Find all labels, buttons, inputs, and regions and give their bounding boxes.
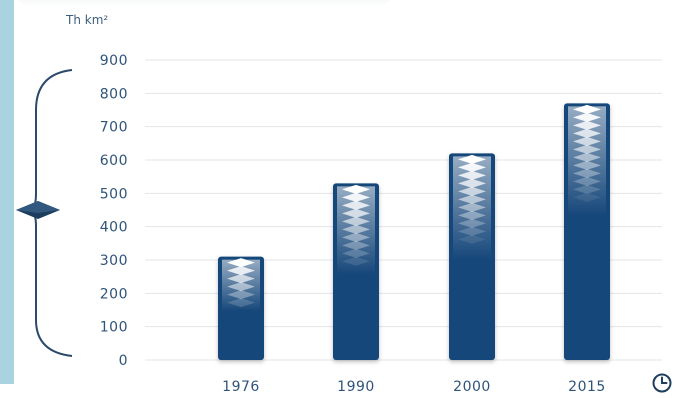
bar-layer-mark [458,202,486,212]
bar-layer-mark [458,210,486,220]
bar-layer-mark [342,224,370,234]
bar-layer-mark [573,160,601,170]
bar-layer-mark [342,240,370,250]
bar-layer-mark [573,192,601,202]
left-edge-strip [0,0,14,398]
bar-layer-mark [458,186,486,196]
bar-group [218,256,264,360]
bar-layer-mark [573,184,601,194]
bar-layer-mark [458,234,486,244]
bar-layer-mark [342,192,370,202]
bar-layer-mark [342,216,370,226]
bar-layer-mark [342,232,370,242]
bar-layer-mark [342,184,370,194]
bottom-margin [0,384,677,398]
bar-layer-mark [342,256,370,266]
bar-layer-mark [342,208,370,218]
y-tick-label: 400 [100,220,128,236]
clock-icon [652,373,672,393]
bar-group [449,153,495,360]
bar-group [564,103,610,360]
bar-group [333,183,379,360]
top-decoration [14,0,394,6]
y-tick-label: 600 [100,153,128,169]
bar-layer-mark [573,144,601,154]
bar-layer-mark [227,274,255,284]
x-tick-label: 1976 [222,379,260,395]
bar-layer-mark [458,194,486,204]
bar-layer-mark [458,218,486,228]
bar-layer-mark [458,162,486,172]
y-axis-unit-label: Th km² [65,13,108,27]
bar-layer-mark [227,298,255,308]
bar-layer-mark [227,290,255,300]
bar-layer-mark [573,152,601,162]
bar-layer-mark [573,168,601,178]
y-tick-label: 900 [100,53,128,69]
bar-layer-mark [573,128,601,138]
bar-layer-mark [458,178,486,188]
y-tick-label: 800 [100,86,128,102]
bar-layer-mark [573,112,601,122]
x-tick-label: 2015 [568,379,606,395]
bar-layer-mark [458,154,486,164]
y-tick-label: 200 [100,286,128,302]
bar-layer-mark [342,200,370,210]
bar-layer-mark [573,136,601,146]
bar-layer-mark [227,282,255,292]
y-tick-label: 100 [100,320,128,336]
bar-layer-mark [342,248,370,258]
y-tick-label: 300 [100,253,128,269]
bars [218,103,610,360]
bar-layer-mark [458,226,486,236]
y-tick-label: 500 [100,186,128,202]
bar-layer-mark [573,176,601,186]
bar-layer-mark [458,170,486,180]
diamond-layer-icon [16,201,60,219]
bar-layer-mark [227,258,255,268]
y-tick-label: 700 [100,120,128,136]
bar-layer-mark [573,104,601,114]
bar-layer-mark [573,120,601,130]
bar-layer-mark [227,266,255,276]
x-tick-label: 2000 [453,379,491,395]
x-tick-label: 1990 [337,379,375,395]
y-tick-label: 0 [119,353,128,369]
x-axis-ticks: 1976 1990 2000 2015 [222,379,606,395]
y-axis-ticks: 0 100 200 300 400 500 600 700 800 900 [100,53,128,369]
